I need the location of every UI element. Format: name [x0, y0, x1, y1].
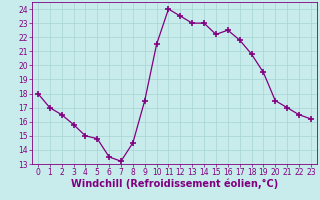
X-axis label: Windchill (Refroidissement éolien,°C): Windchill (Refroidissement éolien,°C) — [71, 179, 278, 189]
